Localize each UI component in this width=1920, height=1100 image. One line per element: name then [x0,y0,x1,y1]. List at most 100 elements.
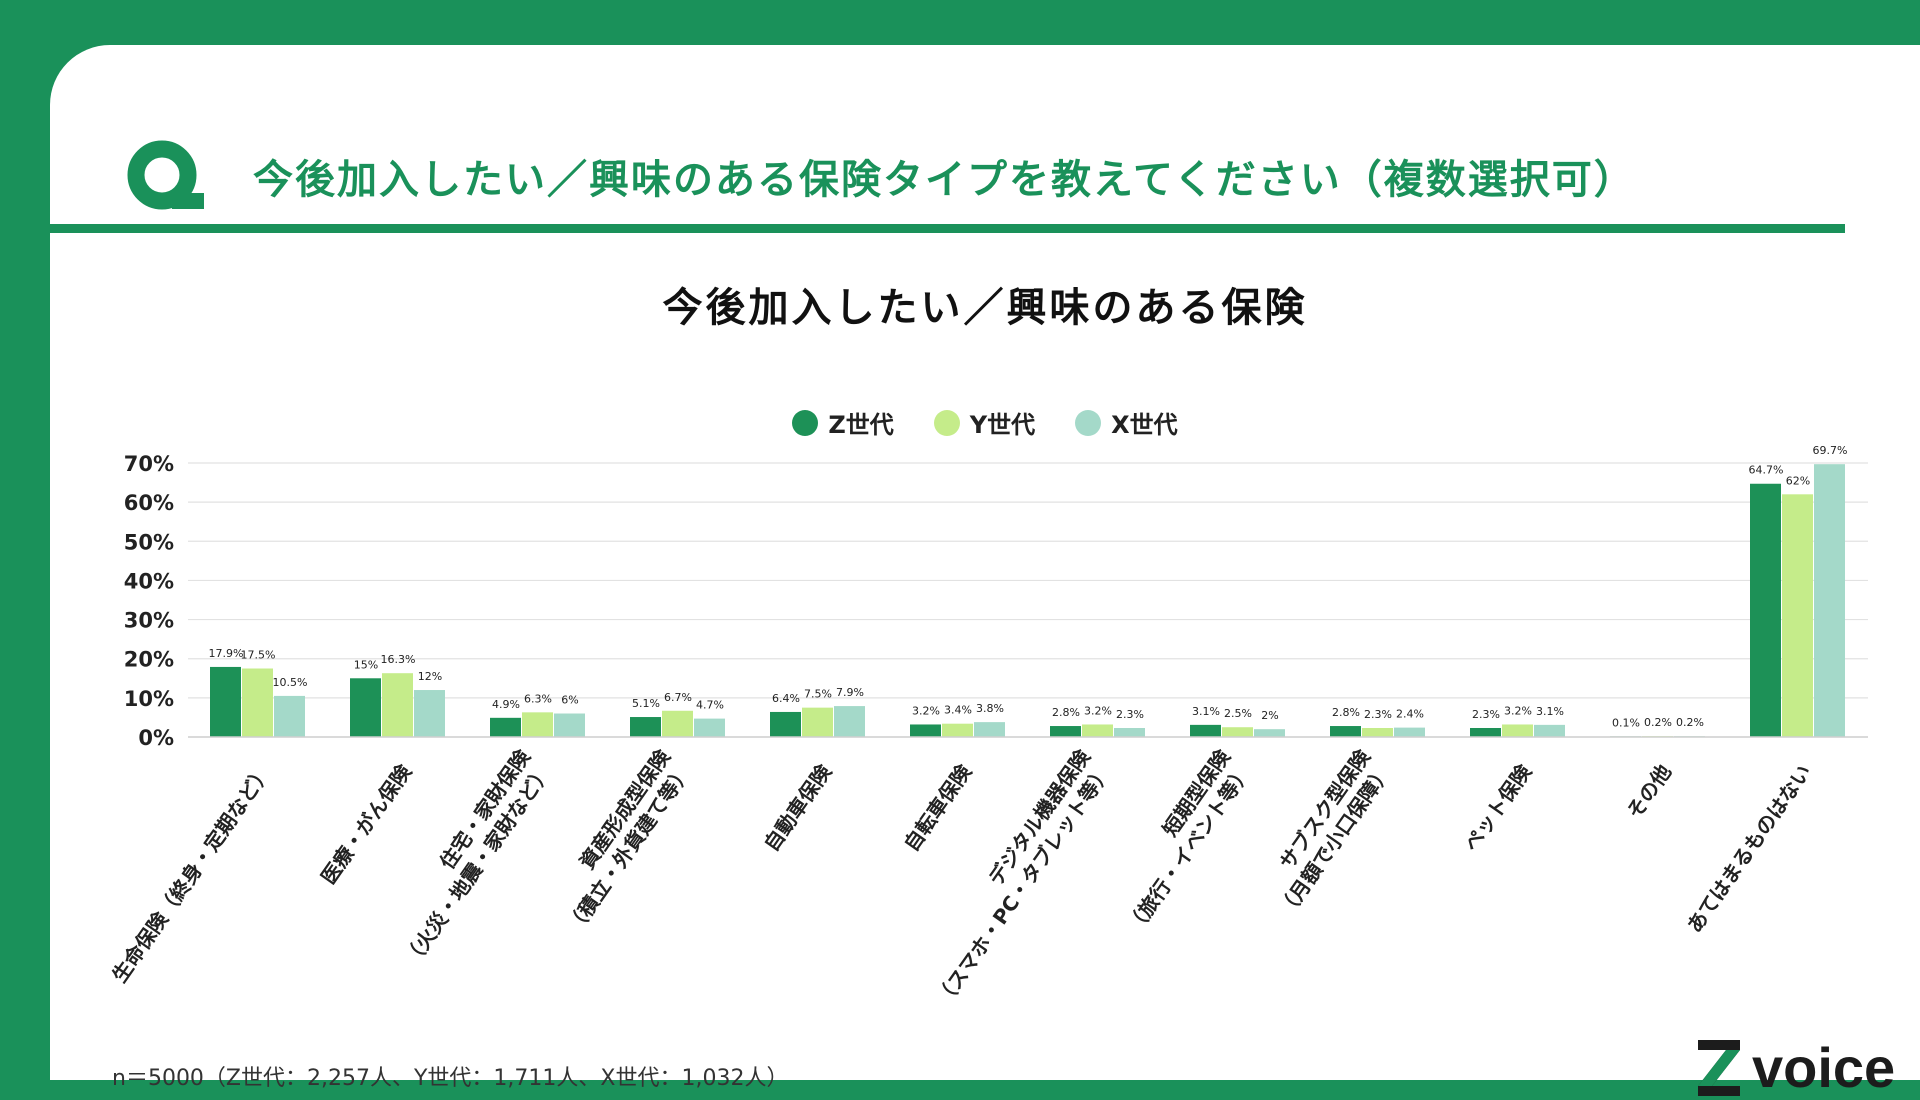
y-tick-label: 0% [138,726,174,750]
bar [1222,727,1253,737]
legend-dot-y [933,409,960,436]
bar [1814,464,1845,737]
bar [974,722,1005,737]
bar [834,706,865,737]
content-card: 今後加入したい／興味のある保険タイプを教えてください（複数選択可） 今後加入した… [50,45,1920,1099]
bar [1190,724,1221,737]
data-label: 17.5% [241,649,276,662]
data-label: 2.3% [1116,708,1144,721]
data-label: 2.5% [1224,707,1252,720]
legend-dot-x [1075,409,1102,436]
data-label: 2% [1261,709,1278,722]
data-label: 3.1% [1536,705,1564,718]
data-label: 3.4% [944,704,972,717]
data-label: 3.1% [1192,705,1220,718]
data-label: 5.1% [632,697,660,710]
bar [1082,724,1113,737]
data-label: 12% [418,670,442,683]
bar [210,666,241,737]
bar [662,710,693,737]
y-tick-label: 70% [124,452,174,476]
bar [382,673,413,737]
data-label: 3.2% [1084,704,1112,717]
legend-label-y: Y世代 [969,411,1036,439]
data-label: 4.7% [696,699,724,712]
bar [630,717,661,737]
data-label: 2.4% [1396,708,1424,721]
x-category-label-line: その他 [1622,760,1676,823]
question-q-icon [127,140,204,210]
x-category-label: 資産形成型保険（積立・外貨建て等） [562,744,696,937]
y-tick-label: 10% [124,687,174,711]
x-category-label: ペット保険 [1459,759,1537,856]
bar [1254,729,1285,737]
legend-item-z: Z世代 [792,405,894,440]
bar-chart: 0% 10% 20% 30% 40% 50% 60% 70% 17.9%17.5% 10.5% 生命… [107,444,1868,1010]
data-label: 15% [354,658,378,671]
data-label: 7.5% [804,688,832,701]
y-tick-label: 30% [124,609,174,633]
bar [1330,726,1361,737]
zvoice-logo: voice [1696,1035,1895,1100]
bar [1470,727,1501,737]
x-category-label-line: ペット保険 [1459,759,1537,856]
data-label: 16.3% [381,653,416,666]
bar [910,724,941,737]
bar [694,718,725,737]
data-label: 3.2% [912,704,940,717]
bar [1534,724,1565,737]
data-label: 3.2% [1504,704,1532,717]
legend-label-z: Z世代 [828,411,894,439]
bar [1394,727,1425,737]
data-label: 2.8% [1332,706,1360,719]
x-category-label: サブスク型保険（月額で小口保障） [1273,744,1396,921]
bar [350,678,381,737]
data-label: 6.3% [524,692,552,705]
data-label: 4.9% [492,698,520,711]
bar [1750,483,1781,737]
bar [274,695,305,737]
x-category-label-line: 医療・がん保険 [316,759,417,888]
bar [1114,727,1145,737]
bar [490,717,521,737]
x-category-label-line: あてはまるものはない [1682,760,1816,937]
y-tick-label: 50% [124,530,174,554]
question-heading: 今後加入したい／興味のある保険タイプを教えてください（複数選択可） [253,157,1636,203]
data-label: 2.3% [1364,708,1392,721]
bar [1050,726,1081,737]
bar [1362,727,1393,737]
legend-dot-z [792,409,819,436]
bar [942,723,973,737]
chart-title: 今後加入したい／興味のある保険 [662,285,1308,331]
logo-text: voice [1752,1036,1896,1099]
x-category-label: 自転車保険 [899,759,977,856]
bar [802,707,833,737]
data-label: 3.8% [976,702,1004,715]
legend-item-x: X世代 [1075,405,1178,440]
data-label: 0.2% [1676,716,1704,729]
x-category-label-line: （火災・地震・家財など） [399,760,556,970]
data-label: 6% [561,694,578,707]
x-category-label-line: 自動車保険 [759,759,837,856]
x-category-label-line: 自転車保険 [899,759,977,856]
x-category-label: 生命保険（終身・定期など） [107,760,276,987]
x-category-label: あてはまるものはない [1682,760,1816,937]
bar [1782,494,1813,737]
bar [1502,724,1533,737]
bar [770,711,801,737]
bar [554,713,585,737]
data-label: 6.7% [664,691,692,704]
data-label: 0.1% [1612,717,1640,730]
data-label: 2.8% [1052,706,1080,719]
x-category-label: 医療・がん保険 [316,759,417,888]
legend-label-x: X世代 [1111,411,1178,439]
data-label: 62% [1786,474,1810,487]
bar [242,668,273,737]
y-tick-label: 40% [124,569,174,593]
y-tick-label: 20% [124,648,174,672]
data-label: 69.7% [1813,444,1848,457]
data-label: 64.7% [1749,464,1784,477]
x-category-label: その他 [1622,760,1676,823]
x-category-label: 短期型保険（旅行・イベント等） [1122,744,1256,937]
x-category-label: 自動車保険 [759,759,837,856]
